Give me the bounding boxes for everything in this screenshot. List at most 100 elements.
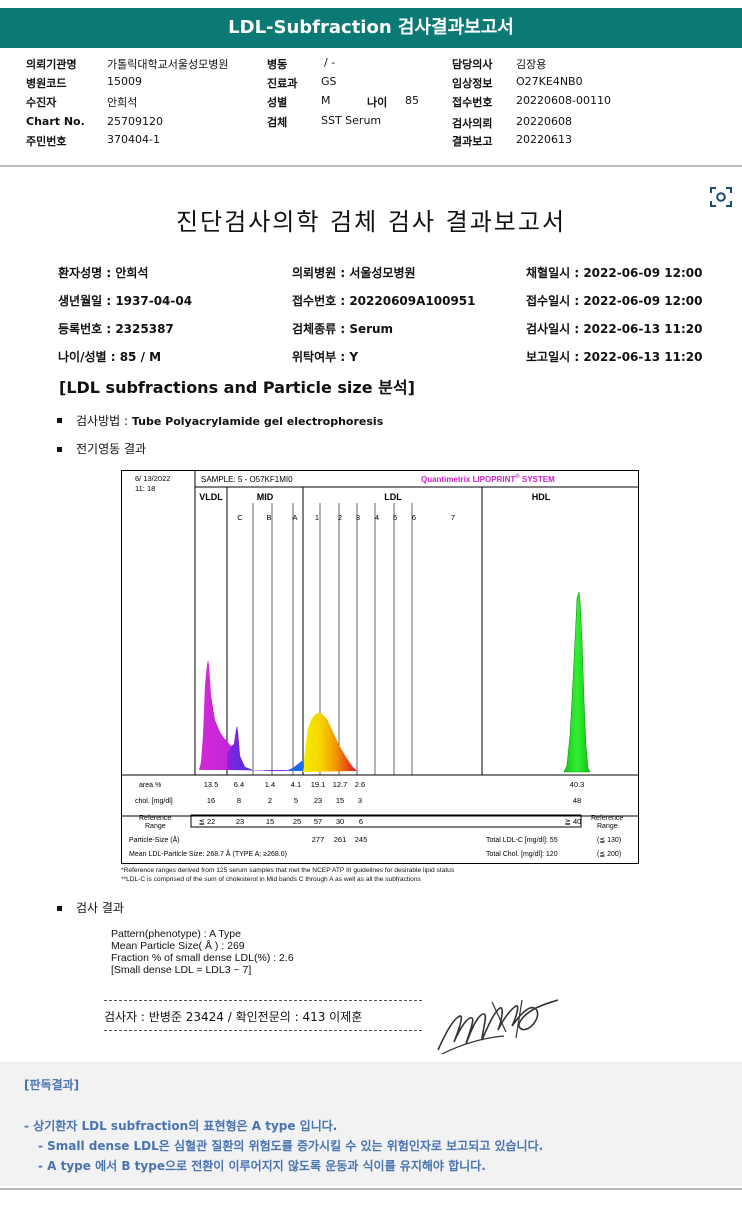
divider bbox=[104, 1000, 422, 1001]
area-value: 2.6 bbox=[355, 780, 365, 789]
method-line: 검사방법 : Tube Polyacrylamide gel electroph… bbox=[76, 412, 383, 429]
figure-frame bbox=[121, 470, 639, 864]
institution-label: 의뢰기관명 bbox=[26, 58, 77, 71]
band-group-label: MID bbox=[257, 492, 274, 502]
chol-value: 5 bbox=[294, 796, 298, 805]
reference-value: 25 bbox=[293, 817, 301, 826]
institution-value: 가톨릭대학교서울성모병원 bbox=[107, 58, 229, 71]
chol-value: 2 bbox=[268, 796, 272, 805]
reference-note-2: **LDL-C is comprised of the sum of chole… bbox=[121, 876, 421, 883]
reference-notes: *Reference ranges derived from 125 serum… bbox=[121, 866, 454, 884]
mean-size-line: Mean LDL-Particle Size: 268.7 Å (TYPE A;… bbox=[129, 849, 287, 858]
verdict-line-2: - Small dense LDL은 심혈관 질환의 위험도를 증가시킬 수 있… bbox=[38, 1139, 544, 1153]
chart-no-value: 25709120 bbox=[107, 115, 163, 128]
report-title: 진단검사의학 검체 검사 결과보고서 bbox=[175, 208, 567, 236]
reference-note-1: *Reference ranges derived from 125 serum… bbox=[121, 867, 455, 874]
result-sdldl-fraction: Fraction % of small dense LDL(%) : 2.6 bbox=[111, 952, 294, 964]
particle-size-value: 261 bbox=[334, 835, 347, 844]
divider bbox=[0, 1188, 742, 1190]
total-ldl-ref: (≦ 130) bbox=[597, 837, 621, 844]
chol-value: 3 bbox=[358, 796, 362, 805]
age-label: 나이 bbox=[367, 96, 388, 109]
age-value: 85 bbox=[405, 94, 419, 107]
band-label: A bbox=[292, 513, 297, 522]
doctor-value: 김장용 bbox=[516, 58, 547, 71]
verdict-line-1: - 상기환자 LDL subfraction의 표현형은 A type 입니다. bbox=[24, 1119, 338, 1133]
total-ldl-line: Total LDL-C [mg/dl]: 55 bbox=[486, 837, 558, 844]
ref-label-right-2: Range bbox=[597, 823, 618, 830]
band-group-label: VLDL bbox=[199, 492, 223, 502]
area-value: 12.7 bbox=[333, 780, 348, 789]
age-sex: 나이/성별 : 85 / M bbox=[58, 350, 162, 364]
chart-no-label: Chart No. bbox=[26, 115, 85, 128]
request-date-label: 검사의뢰 bbox=[452, 117, 493, 130]
reference-value: 6 bbox=[359, 817, 363, 826]
bullet-icon bbox=[57, 418, 62, 423]
band-group-label: HDL bbox=[532, 492, 551, 502]
chol-value: 48 bbox=[573, 796, 581, 805]
doctor-label: 담당의사 bbox=[452, 58, 493, 71]
method-value: Tube Polyacrylamide gel electrophoresis bbox=[131, 415, 384, 428]
particle-size-value: 277 bbox=[312, 835, 325, 844]
band-label: C bbox=[237, 513, 243, 522]
result-phenotype: Pattern(phenotype) : A Type bbox=[111, 928, 241, 940]
hospital-code-label: 병원코드 bbox=[26, 77, 67, 90]
area-value: 40.3 bbox=[570, 780, 585, 789]
ref-label-2: Range bbox=[145, 823, 166, 830]
area-value: 4.1 bbox=[291, 780, 301, 789]
reference-value: 30 bbox=[336, 817, 344, 826]
request-date-value: 20220608 bbox=[516, 115, 572, 128]
scan-icon[interactable] bbox=[708, 184, 734, 210]
band-label: 2 bbox=[338, 513, 342, 522]
band-label: B bbox=[266, 513, 271, 522]
ward-label: 병동 bbox=[267, 58, 288, 71]
reported-datetime: 보고일시 : 2022-06-13 11:20 bbox=[526, 350, 703, 364]
mid-band-peak bbox=[227, 726, 303, 771]
resident-no-value: 370404-1 bbox=[107, 133, 160, 146]
gel-date: 6/ 13/2022 bbox=[135, 474, 170, 483]
requesting-hospital: 의뢰병원 : 서울성모병원 bbox=[292, 266, 416, 280]
resident-no-label: 주민번호 bbox=[26, 135, 67, 148]
band-group-label: LDL bbox=[384, 492, 402, 502]
specimen-label: 검체 bbox=[267, 116, 288, 129]
area-value: 1.4 bbox=[265, 780, 275, 789]
total-chol-line: Total Chol. [mg/dl]: 120 bbox=[486, 851, 558, 858]
hdl-peak bbox=[563, 591, 591, 773]
band-label: 1 bbox=[315, 513, 319, 522]
section-heading: [LDL subfractions and Particle size 분석] bbox=[59, 378, 415, 397]
received-datetime: 접수일시 : 2022-06-09 12:00 bbox=[526, 294, 703, 308]
result-label: 검사 결과 bbox=[76, 901, 124, 915]
band-label: 5 bbox=[393, 513, 397, 522]
ward-value: / - bbox=[324, 56, 336, 69]
area-value: 6.4 bbox=[234, 780, 244, 789]
divider bbox=[104, 1030, 422, 1031]
signature-stroke bbox=[441, 999, 523, 1055]
chol-value: 15 bbox=[336, 796, 344, 805]
band-label: 3 bbox=[356, 513, 360, 522]
hospital-code-value: 15009 bbox=[107, 75, 142, 88]
report-date-value: 20220613 bbox=[516, 133, 572, 146]
tester-line: 검사자 : 반병준 23424 / 확인전문의 : 413 이제훈 bbox=[104, 1010, 363, 1024]
reference-value: ≧ 40 bbox=[565, 817, 582, 826]
receipt-label: 접수번호 bbox=[452, 96, 493, 109]
specimen-value: SST Serum bbox=[321, 114, 382, 127]
bullet-icon bbox=[57, 447, 62, 452]
registration-no: 등록번호 : 2325387 bbox=[58, 322, 174, 336]
consigned: 위탁여부 : Y bbox=[292, 350, 359, 364]
area-value: 13.5 bbox=[204, 780, 219, 789]
reference-range-box bbox=[190, 814, 582, 828]
department-label: 진료과 bbox=[267, 77, 298, 90]
particle-size-label: Particle-Size (Å) bbox=[129, 835, 180, 844]
divider bbox=[0, 165, 742, 167]
clinical-value: O27KE4NB0 bbox=[516, 75, 583, 88]
verdict-line-3: - A type 에서 B type으로 전환이 이루어지지 않도록 운동과 식… bbox=[38, 1159, 486, 1173]
recipient-label: 수진자 bbox=[26, 96, 57, 109]
receipt-no: 접수번호 : 20220609A100951 bbox=[292, 294, 476, 308]
order-info-grid: 의뢰기관명 가톨릭대학교서울성모병원 병원코드 15009 수진자 안희석 Ch… bbox=[0, 52, 742, 164]
result-sdldl-definition: [Small dense LDL = LDL3 ~ 7] bbox=[111, 964, 252, 976]
report-date-label: 결과보고 bbox=[452, 135, 493, 148]
reference-value: 15 bbox=[266, 817, 274, 826]
result-mean-size: Mean Particle Size( Å ) : 269 bbox=[111, 940, 245, 952]
sex-label: 성별 bbox=[267, 96, 288, 109]
verdict-panel bbox=[0, 1062, 742, 1186]
